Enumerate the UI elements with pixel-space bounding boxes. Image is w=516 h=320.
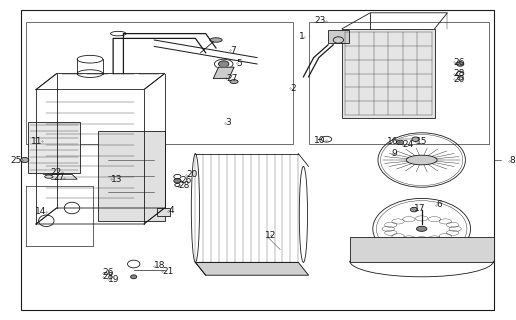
Text: 26: 26 bbox=[103, 268, 114, 277]
Text: 19: 19 bbox=[108, 275, 120, 284]
Ellipse shape bbox=[219, 61, 229, 67]
Text: 25: 25 bbox=[10, 156, 22, 164]
Text: 5: 5 bbox=[236, 59, 243, 68]
Ellipse shape bbox=[21, 157, 29, 163]
Text: 7: 7 bbox=[230, 46, 236, 55]
Text: 28: 28 bbox=[454, 69, 465, 78]
Text: 20: 20 bbox=[186, 170, 198, 179]
Text: 24: 24 bbox=[402, 140, 414, 149]
Ellipse shape bbox=[416, 226, 427, 231]
Text: 27: 27 bbox=[53, 173, 64, 182]
Text: 11: 11 bbox=[30, 137, 42, 146]
Bar bbox=[342, 29, 434, 118]
Text: 28: 28 bbox=[179, 181, 190, 190]
Polygon shape bbox=[214, 67, 234, 78]
Ellipse shape bbox=[406, 155, 437, 165]
Ellipse shape bbox=[174, 179, 181, 183]
Text: 18: 18 bbox=[154, 261, 166, 270]
Ellipse shape bbox=[131, 275, 137, 279]
Text: 28: 28 bbox=[103, 272, 114, 281]
Polygon shape bbox=[196, 262, 309, 275]
Text: 2: 2 bbox=[290, 84, 296, 92]
Text: 17: 17 bbox=[413, 204, 425, 213]
Text: 9: 9 bbox=[392, 149, 398, 158]
Bar bbox=[26, 22, 293, 144]
Bar bbox=[157, 208, 170, 216]
Text: 22: 22 bbox=[51, 168, 62, 177]
Text: 21: 21 bbox=[162, 267, 173, 276]
Text: 10: 10 bbox=[314, 136, 326, 145]
Ellipse shape bbox=[396, 140, 404, 145]
Bar bbox=[350, 237, 494, 262]
Text: 23: 23 bbox=[314, 16, 326, 25]
Text: 20: 20 bbox=[454, 75, 465, 84]
Text: 8: 8 bbox=[509, 156, 515, 165]
Text: 14: 14 bbox=[35, 207, 46, 216]
Text: 1: 1 bbox=[299, 32, 304, 41]
Text: 12: 12 bbox=[265, 231, 277, 240]
Text: 6: 6 bbox=[436, 200, 442, 209]
Text: 27: 27 bbox=[227, 74, 238, 83]
Text: 26: 26 bbox=[454, 58, 465, 67]
Text: 13: 13 bbox=[110, 175, 122, 184]
Text: 15: 15 bbox=[415, 137, 427, 146]
Ellipse shape bbox=[412, 137, 419, 141]
Bar bbox=[309, 22, 489, 144]
Text: 16: 16 bbox=[387, 137, 398, 146]
Bar bbox=[28, 122, 79, 173]
Ellipse shape bbox=[210, 38, 222, 42]
Ellipse shape bbox=[457, 62, 464, 66]
Ellipse shape bbox=[230, 80, 238, 84]
Text: 3: 3 bbox=[225, 118, 231, 127]
Bar bbox=[98, 131, 165, 221]
Text: 4: 4 bbox=[168, 206, 174, 215]
Text: 26: 26 bbox=[181, 176, 192, 185]
Ellipse shape bbox=[410, 207, 417, 212]
Bar bbox=[328, 30, 349, 43]
